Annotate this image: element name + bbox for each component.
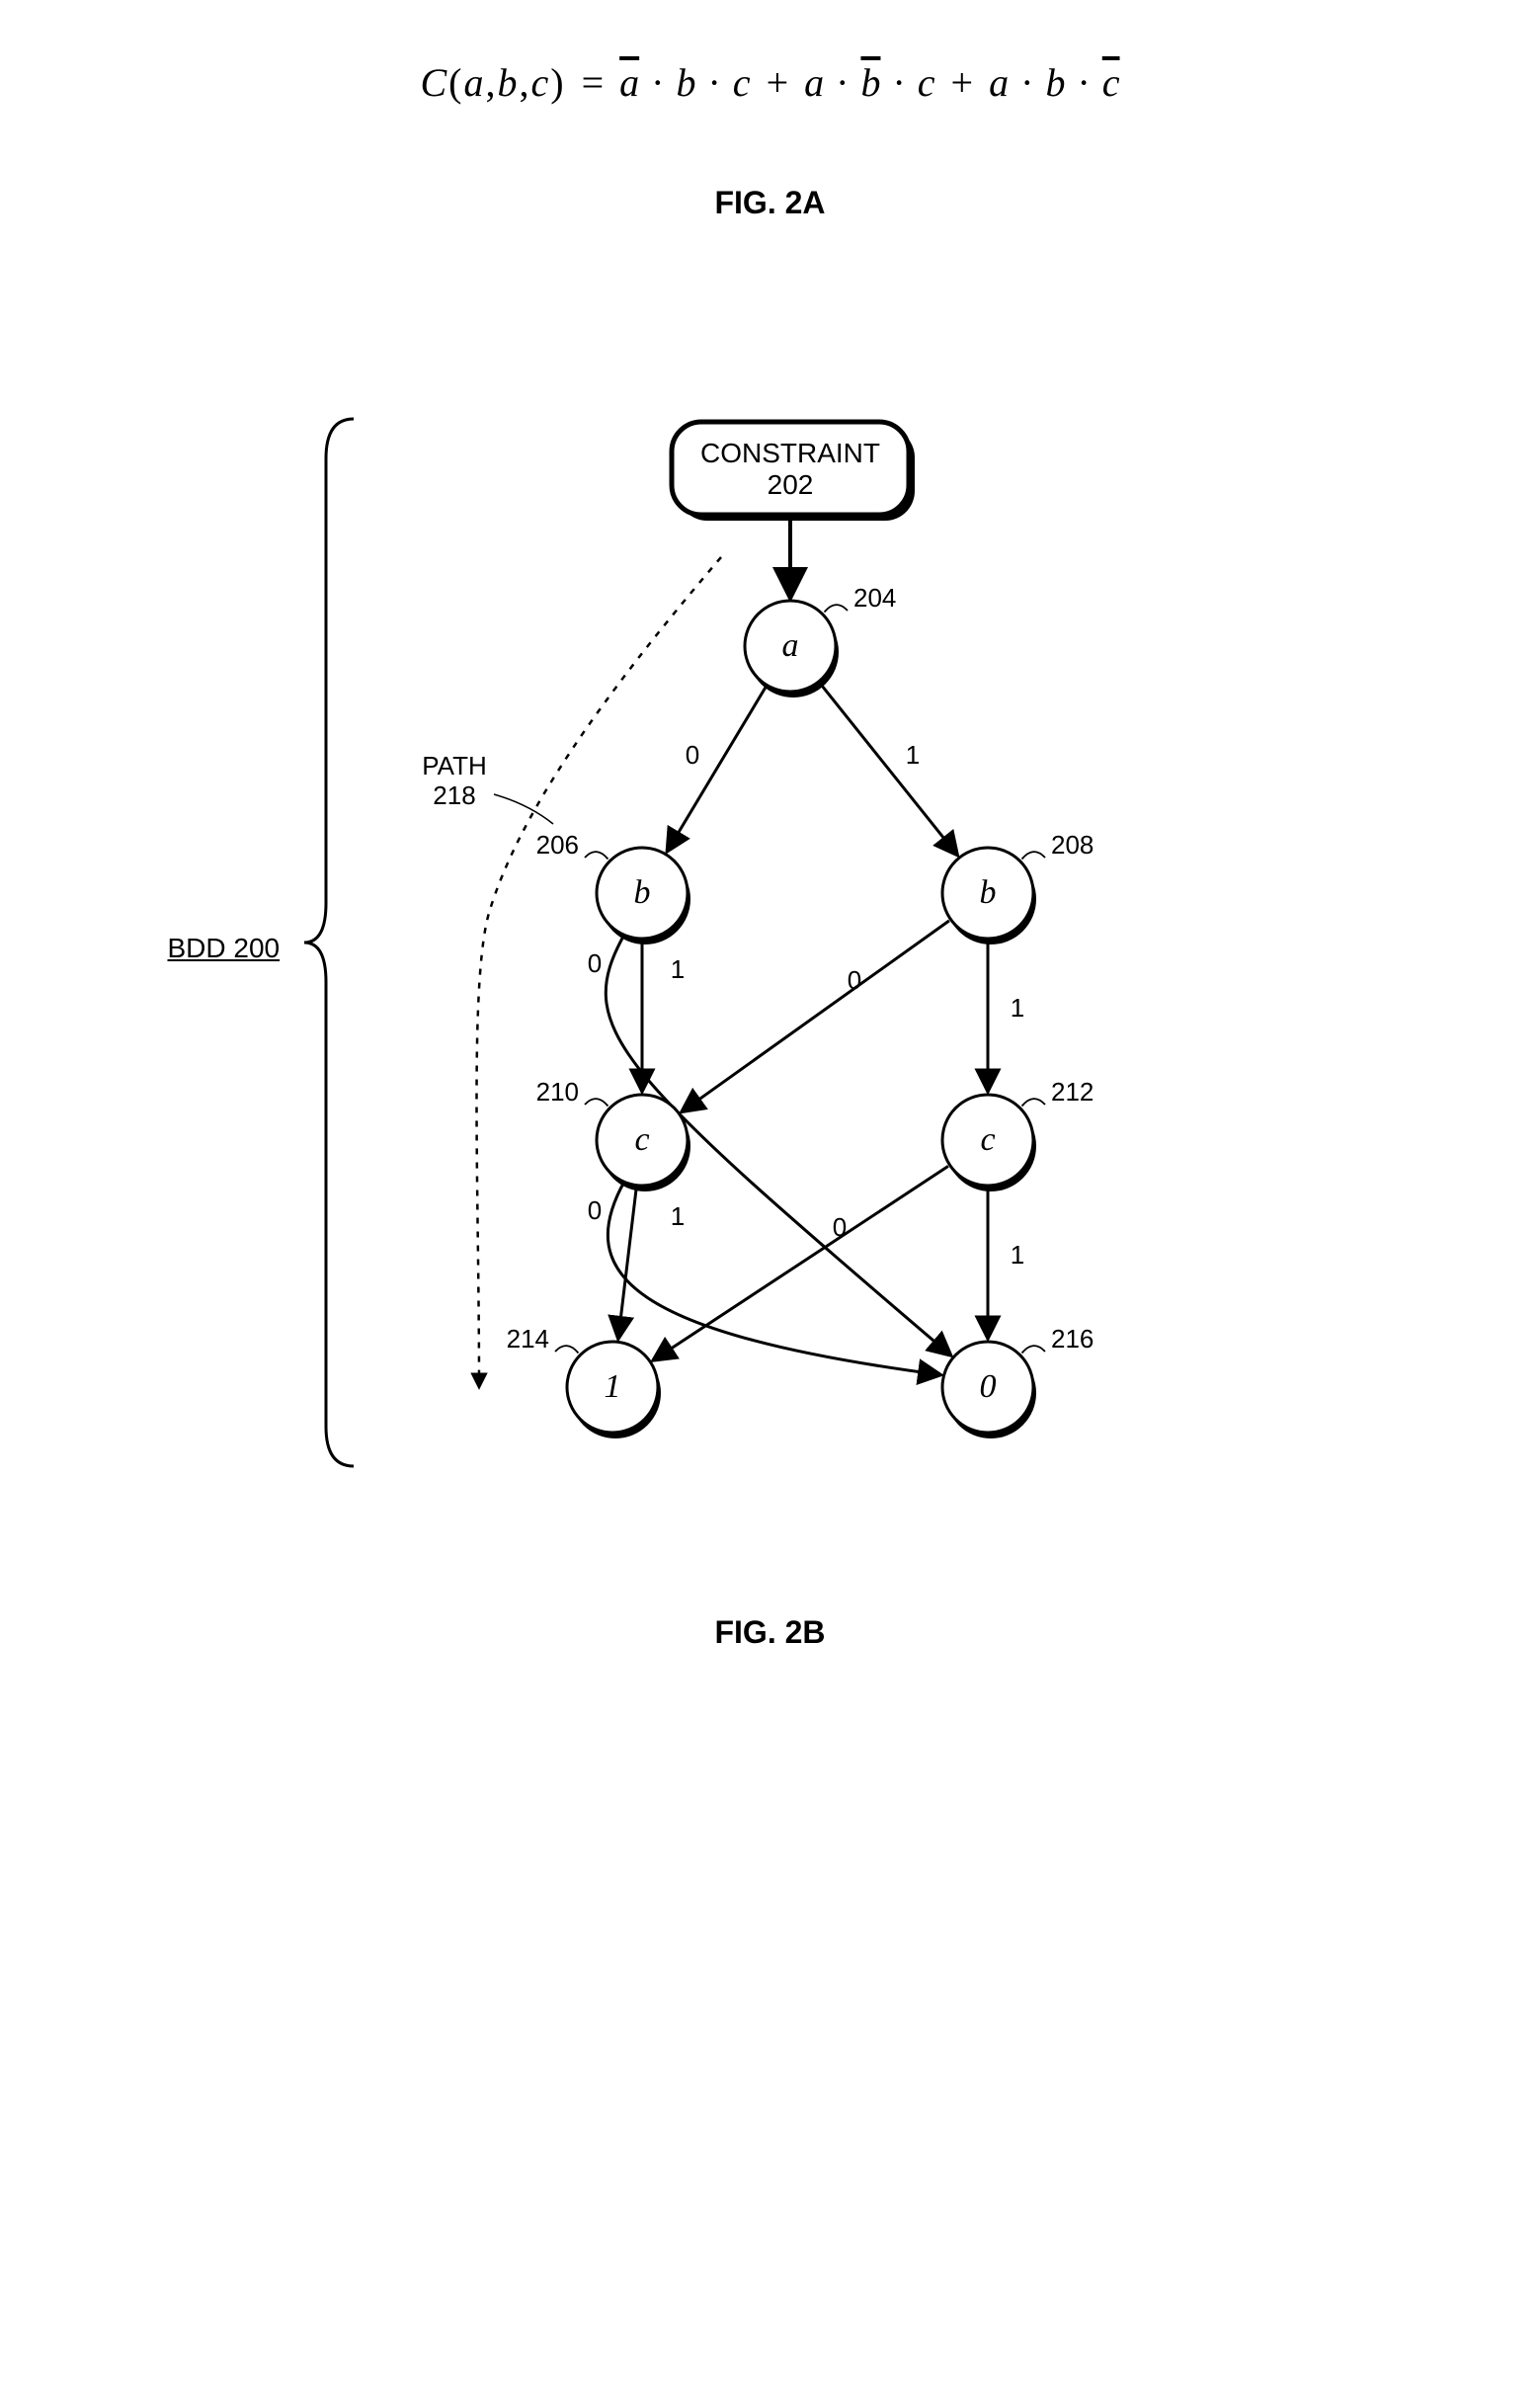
eq-c: c bbox=[530, 60, 548, 105]
eq-a: a bbox=[463, 60, 483, 105]
edge-cR-one-label: 0 bbox=[832, 1212, 846, 1242]
node-cL-hook bbox=[585, 1099, 608, 1106]
edge-cL-one-label: 1 bbox=[670, 1201, 684, 1231]
node-one-var: 1 bbox=[604, 1368, 620, 1405]
node-zero-var: 0 bbox=[979, 1368, 996, 1405]
bdd-diagram: BDD 200 PATH218CONSTRAINT2020101010101a2… bbox=[257, 399, 1284, 1585]
node-one-hook bbox=[555, 1346, 579, 1353]
brace-icon bbox=[304, 419, 354, 1466]
eq-dot5: · bbox=[1018, 60, 1035, 105]
eq-comma1: , bbox=[483, 60, 497, 105]
equation: C(a,b,c) = a · b · c + a · b · c + a · b… bbox=[257, 59, 1284, 106]
eq-t1b: b bbox=[676, 60, 695, 105]
node-one-ref: 214 bbox=[506, 1324, 548, 1354]
edge-cR-one bbox=[653, 1166, 947, 1359]
node-a-ref: 204 bbox=[853, 583, 896, 613]
edge-a-bL-label: 0 bbox=[685, 740, 698, 770]
eq-plus2: + bbox=[945, 60, 980, 105]
eq-dot2: · bbox=[705, 60, 722, 105]
eq-plus1: + bbox=[761, 60, 795, 105]
edge-cR-zero-label: 1 bbox=[1010, 1240, 1023, 1270]
node-bR-var: b bbox=[979, 874, 996, 911]
edge-bL-cL-label: 1 bbox=[670, 954, 684, 984]
eq-dot1: · bbox=[649, 60, 666, 105]
node-cR-hook bbox=[1021, 1099, 1045, 1106]
node-bL-ref: 206 bbox=[535, 830, 578, 860]
eq-C: C bbox=[420, 60, 446, 105]
eq-open: ( bbox=[446, 60, 463, 105]
eq-close: ) bbox=[548, 60, 565, 105]
bdd-svg: PATH218 CONSTRAINT202 0 1 0 1 0 1 0 1 0 1 a 204 b 206 b 2… bbox=[257, 399, 1284, 1585]
eq-t1a: a bbox=[619, 60, 639, 105]
eq-t3a: a bbox=[989, 60, 1009, 105]
node-bL-hook bbox=[585, 852, 608, 859]
eq-t2b: b bbox=[860, 60, 880, 105]
edge-bL-zero-label: 0 bbox=[587, 948, 601, 978]
edge-bR-cL bbox=[682, 921, 948, 1111]
fig2a-label: FIG. 2A bbox=[257, 185, 1284, 221]
node-cR-var: c bbox=[980, 1121, 995, 1158]
root-box bbox=[672, 422, 909, 515]
eq-comma2: , bbox=[517, 60, 530, 105]
edge-bR-cR-label: 1 bbox=[1010, 993, 1023, 1023]
node-cL-var: c bbox=[634, 1121, 649, 1158]
node-cR-ref: 212 bbox=[1051, 1077, 1094, 1107]
node-a-hook bbox=[824, 605, 848, 612]
eq-t3c: c bbox=[1102, 60, 1120, 105]
fig2b-label: FIG. 2B bbox=[257, 1614, 1284, 1651]
path-label-2: 218 bbox=[433, 780, 475, 810]
node-a-var: a bbox=[781, 627, 798, 664]
node-bL-var: b bbox=[633, 874, 650, 911]
eq-equals: = bbox=[576, 60, 610, 105]
edge-cL-zero bbox=[608, 1182, 939, 1375]
edge-cL-zero-label: 0 bbox=[587, 1195, 601, 1225]
path-leader bbox=[494, 794, 553, 824]
path-label-1: PATH bbox=[422, 751, 486, 780]
eq-dot4: · bbox=[890, 60, 907, 105]
eq-t1c: c bbox=[733, 60, 751, 105]
bdd-label: BDD 200 bbox=[168, 933, 281, 964]
edge-a-bR bbox=[819, 683, 956, 854]
edge-cL-one bbox=[617, 1188, 635, 1339]
root-text-1: CONSTRAINT bbox=[700, 438, 880, 468]
eq-t3b: b bbox=[1045, 60, 1065, 105]
node-bR-hook bbox=[1021, 852, 1045, 859]
edge-a-bL bbox=[667, 687, 766, 851]
bdd-label-prefix: BDD bbox=[168, 933, 234, 963]
eq-dot3: · bbox=[834, 60, 851, 105]
eq-dot6: · bbox=[1075, 60, 1092, 105]
node-cL-ref: 210 bbox=[535, 1077, 578, 1107]
node-zero-ref: 216 bbox=[1051, 1324, 1094, 1354]
eq-t2a: a bbox=[804, 60, 824, 105]
node-zero-hook bbox=[1021, 1346, 1045, 1353]
bdd-label-num: 200 bbox=[233, 933, 280, 963]
root-text-2: 202 bbox=[767, 469, 813, 500]
eq-t2c: c bbox=[918, 60, 935, 105]
eq-b: b bbox=[497, 60, 517, 105]
node-bR-ref: 208 bbox=[1051, 830, 1094, 860]
edge-bR-cL-label: 0 bbox=[847, 965, 860, 995]
edge-a-bR-label: 1 bbox=[905, 740, 919, 770]
